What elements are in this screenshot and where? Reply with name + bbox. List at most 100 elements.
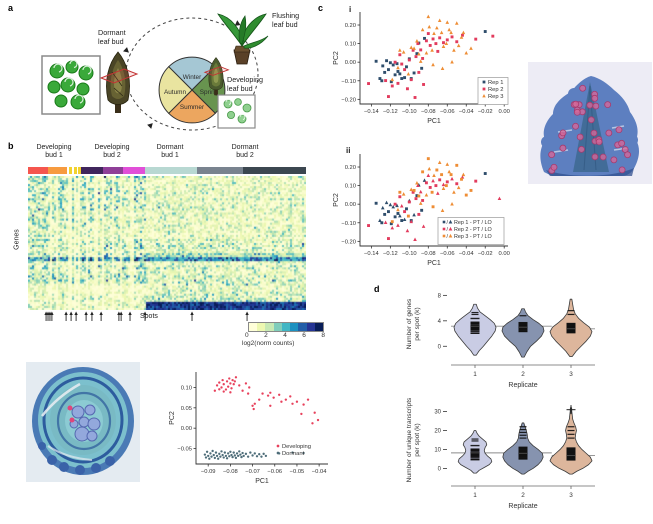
svg-text:−0.07: −0.07: [245, 469, 260, 475]
heatmap-header-dormant-bud-1: Dormant bud 1: [156, 144, 184, 160]
svg-text:−0.20: −0.20: [341, 97, 356, 103]
dormant-section-box: [41, 55, 101, 115]
svg-text:Replicate: Replicate: [508, 503, 537, 510]
flushing-bud-illustration: [217, 13, 269, 65]
svg-text:leaf bud: leaf bud: [272, 20, 298, 29]
svg-text:Rep 2: Rep 2: [488, 87, 503, 93]
svg-text:−0.08: −0.08: [223, 469, 238, 475]
flushing-bud-label: Flushing leaf bud: [272, 11, 299, 29]
svg-text:−0.08: −0.08: [421, 251, 436, 257]
svg-text:−0.10: −0.10: [341, 221, 356, 227]
svg-text:Replicate: Replicate: [508, 382, 537, 389]
svg-text:leaf bud: leaf bud: [98, 37, 124, 46]
svg-text:0.00: 0.00: [181, 426, 192, 432]
heatmap-x-axis-label: Spots: [140, 313, 158, 320]
svg-text:−0.10: −0.10: [341, 79, 356, 85]
svg-text:10: 10: [434, 447, 441, 453]
svg-text:0.10: 0.10: [345, 184, 356, 190]
section-plane: [99, 68, 139, 84]
transcripts-per-spot-violin-chart: 0 10 20 30 Number of unique transcripts per s…: [406, 397, 595, 510]
svg-text:8: 8: [438, 293, 442, 299]
cycle-arrow-top: [234, 20, 241, 26]
svg-text:0.00: 0.00: [499, 109, 510, 115]
seasonal-cycle-diagram: Dormant leaf bud Winter Autumn Spring Su…: [41, 11, 299, 131]
svg-text:0.20: 0.20: [345, 23, 356, 29]
svg-text:per spot (k): per spot (k): [414, 423, 421, 456]
svg-text:PC1: PC1: [427, 118, 441, 125]
svg-text:/: /: [447, 227, 449, 233]
panel-c-ii-label: ii: [346, 146, 351, 155]
svg-text:−0.14: −0.14: [364, 251, 379, 257]
svg-text:0.10: 0.10: [181, 385, 192, 391]
svg-text:Rep 2 - PT / LO: Rep 2 - PT / LO: [454, 227, 492, 233]
panel-c-label: c: [318, 3, 324, 13]
svg-text:4: 4: [438, 319, 442, 325]
svg-text:1: 1: [473, 492, 477, 499]
svg-text:2: 2: [521, 371, 525, 378]
pca-replicates-chart-ii: −0.14 −0.12 −0.10 −0.08 −0.06 −0.04 −0.02 0.00 0…: [333, 154, 510, 267]
svg-text:Dormant: Dormant: [98, 28, 126, 37]
svg-text:Number of unique transcripts: Number of unique transcripts: [406, 397, 413, 482]
svg-text:−0.02: −0.02: [478, 251, 493, 257]
svg-text:Spring: Spring: [200, 89, 219, 96]
developing-section-box: [217, 94, 256, 129]
svg-text:PC2: PC2: [333, 51, 340, 65]
pie-autumn-wedge: [158, 65, 193, 115]
svg-text:0.00: 0.00: [345, 202, 356, 208]
season-pie-labels: Winter Autumn Spring Summer: [164, 74, 219, 111]
heatmap-header-developing-bud-1: Developing bud 1: [36, 144, 72, 160]
sample-color-band: [28, 167, 306, 174]
svg-text:30: 30: [434, 410, 441, 416]
svg-text:−0.02: −0.02: [478, 109, 493, 115]
svg-text:−0.04: −0.04: [459, 251, 474, 257]
colorbar-label: log2(norm counts): [242, 340, 295, 347]
svg-text:leaf bud: leaf bud: [227, 84, 253, 93]
svg-text:−0.04: −0.04: [312, 469, 327, 475]
svg-text:PC2: PC2: [169, 411, 176, 425]
selected-spot: [67, 405, 73, 411]
svg-text:per spot (k): per spot (k): [414, 307, 421, 340]
svg-text:Winter: Winter: [183, 74, 202, 81]
selected-spot: [69, 417, 75, 423]
panel-a-label: a: [8, 3, 14, 13]
svg-text:−0.14: −0.14: [364, 109, 379, 115]
svg-text:−0.05: −0.05: [290, 469, 305, 475]
svg-text:Flushing: Flushing: [272, 11, 299, 20]
svg-text:−0.05: −0.05: [177, 447, 192, 453]
svg-text:Autumn: Autumn: [164, 89, 186, 96]
svg-text:3: 3: [569, 371, 573, 378]
heatmap-header-developing-bud-2: Developing bud 2: [94, 144, 130, 160]
svg-text:Rep 3 - PT / LO: Rep 3 - PT / LO: [454, 234, 492, 240]
svg-text:−0.12: −0.12: [383, 251, 398, 257]
svg-text:0.10: 0.10: [345, 42, 356, 48]
svg-text:0: 0: [438, 466, 442, 472]
heatmap-y-axis-label: Genes: [13, 229, 21, 250]
svg-text:−0.06: −0.06: [440, 251, 455, 257]
svg-text:3: 3: [569, 492, 573, 499]
svg-text:−0.06: −0.06: [440, 109, 455, 115]
svg-text:−0.10: −0.10: [402, 251, 417, 257]
svg-text:−0.06: −0.06: [267, 469, 282, 475]
svg-text:Rep 1 - PT / LO: Rep 1 - PT / LO: [454, 220, 492, 226]
svg-text:Rep 3: Rep 3: [488, 94, 503, 100]
svg-text:/: /: [447, 220, 449, 226]
gene-expression-heatmap: [28, 176, 306, 310]
svg-text:Developing: Developing: [282, 444, 311, 450]
section-plane: [203, 66, 230, 76]
svg-text:Dormant: Dormant: [282, 451, 305, 457]
developing-bud-micrograph: [528, 62, 652, 184]
svg-text:−0.08: −0.08: [421, 109, 436, 115]
svg-text:0.00: 0.00: [345, 60, 356, 66]
dormant-bud-label: Dormant leaf bud: [98, 28, 126, 46]
svg-text:2: 2: [521, 492, 525, 499]
spatial-spots-overlay: [548, 84, 631, 174]
spot-arrows: [44, 311, 249, 321]
svg-text:Developing: Developing: [227, 75, 263, 84]
svg-text:PC1: PC1: [427, 260, 441, 267]
svg-text:20: 20: [434, 429, 441, 435]
svg-text:−0.12: −0.12: [383, 109, 398, 115]
svg-text:/: /: [447, 234, 449, 240]
